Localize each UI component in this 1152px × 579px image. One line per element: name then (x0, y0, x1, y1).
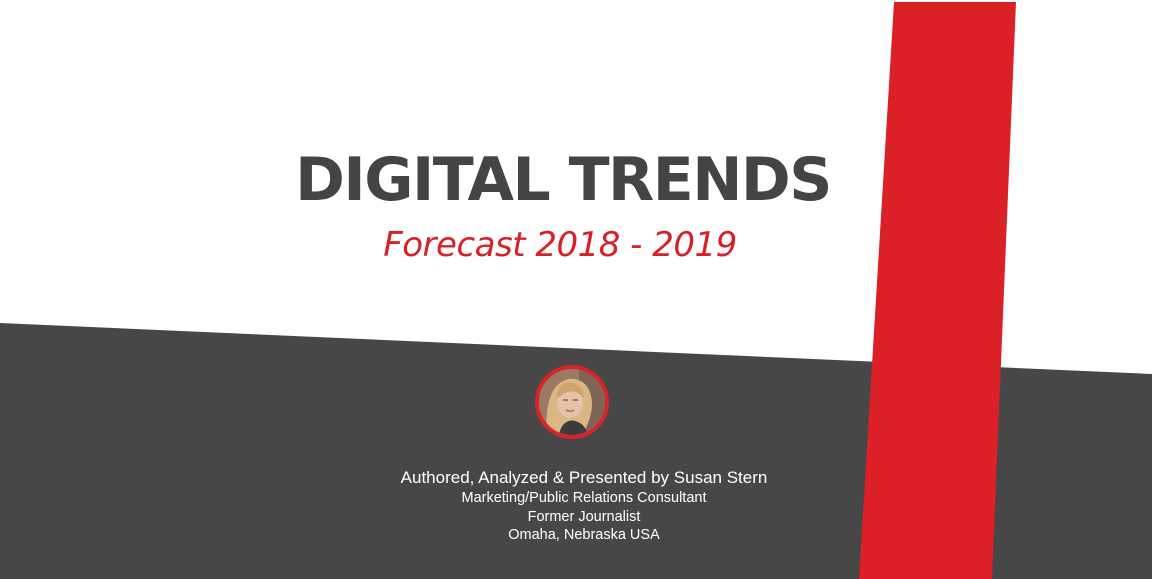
red-stripe (859, 2, 1016, 579)
author-role: Marketing/Public Relations Consultant (461, 490, 707, 506)
slide-title: DIGITAL TRENDS (295, 145, 832, 215)
author-byline: Authored, Analyzed & Presented by Susan … (400, 468, 768, 487)
author-background: Former Journalist (527, 508, 641, 525)
author-location: Omaha, Nebraska USA (508, 527, 660, 543)
author-block: Authored, Analyzed & Presented by Susan … (284, 467, 884, 545)
portrait-photo-icon (539, 369, 605, 435)
author-avatar (535, 365, 609, 439)
slide-subtitle: Forecast 2018 - 2019 (383, 225, 737, 265)
